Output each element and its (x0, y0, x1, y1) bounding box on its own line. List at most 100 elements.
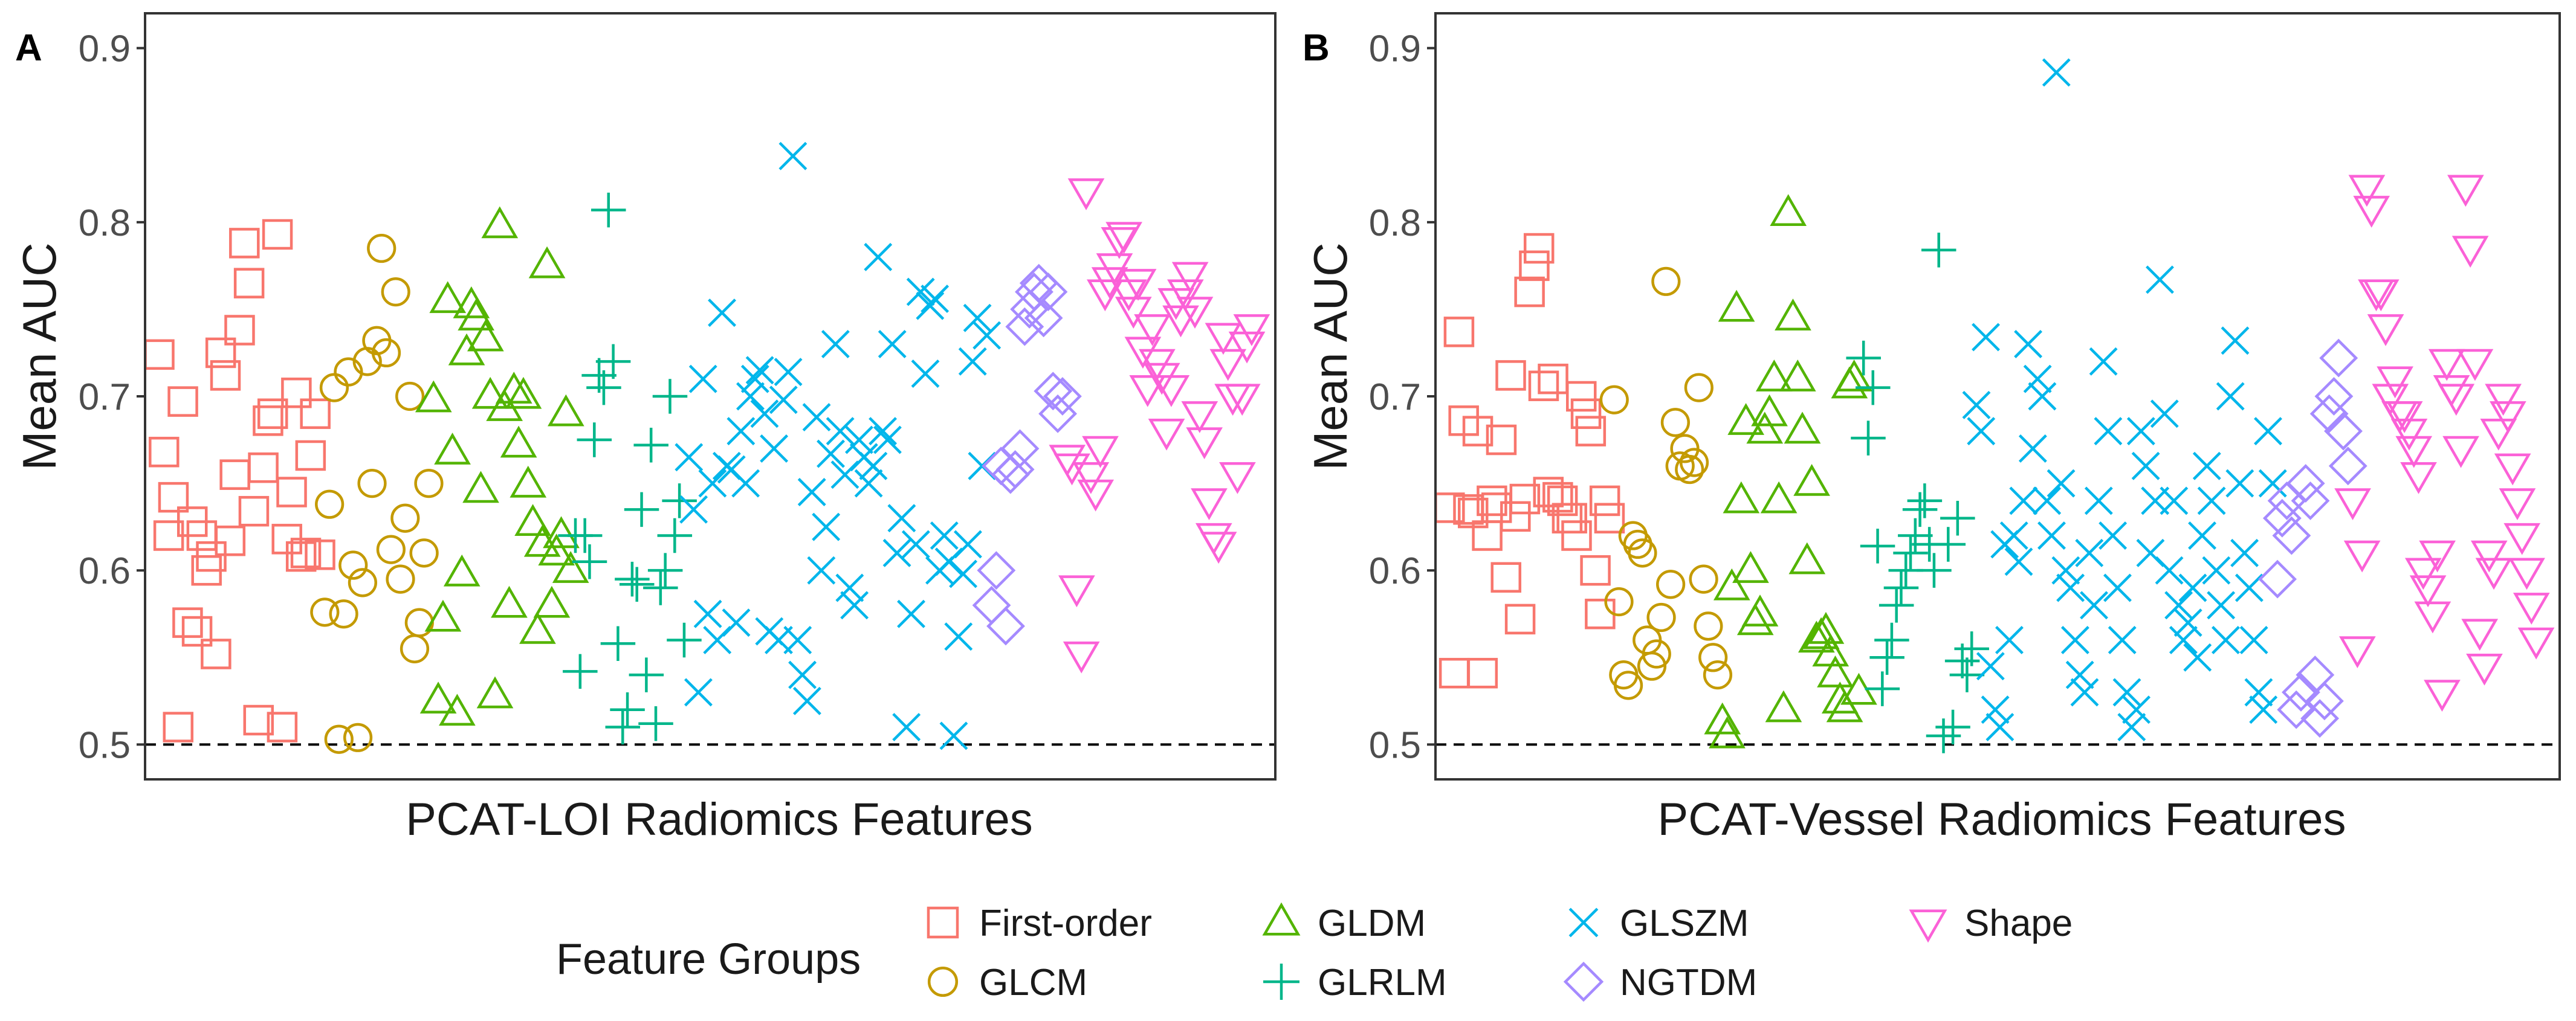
panel-a-point-glszm (953, 530, 982, 559)
panel-b-point-glszm (2099, 521, 2128, 550)
panel-b-point-first-order (1570, 398, 1602, 430)
panel-b-point-glszm (2037, 521, 2066, 550)
panel-b-point-glszm (2216, 382, 2245, 411)
panel-a-point-gldm (439, 694, 476, 726)
panel-b-point-gldm (1741, 594, 1779, 626)
panel-a-point-glcm (357, 468, 387, 498)
panel-b-point-glszm (2188, 521, 2216, 550)
panel-a-point-glszm (817, 439, 845, 468)
panel-a-point-glcm (329, 599, 358, 629)
panel-a-point-glszm (835, 573, 864, 602)
panel-b-point-gldm (1836, 359, 1872, 391)
panel-b-point-gldm (1746, 411, 1784, 444)
panel-b-point-shape (2419, 540, 2456, 573)
panel-b-point-ngtdm (2324, 411, 2363, 451)
panel-a-point-shape (1162, 305, 1199, 338)
panel-b-point-glcm (1651, 266, 1681, 296)
panel-a-y-tick-label: 0.8 (79, 202, 131, 244)
panel-a-point-first-order (243, 704, 274, 736)
legend-label-first-order: First-order (979, 903, 1152, 944)
panel-a-point-gldm (434, 433, 471, 465)
panel-a-point-glrlm (610, 692, 645, 727)
panel-b-point-glcm (1646, 602, 1676, 633)
panel-a-point-glrlm (572, 544, 607, 579)
panel-a-point-glszm (887, 504, 916, 533)
panel-a-point-gldm (467, 319, 504, 352)
panel-b-point-glszm (2080, 591, 2108, 620)
panel-b-point-glrlm (1898, 518, 1933, 553)
panel-a-point-gldm (486, 389, 523, 421)
panel-b-point-ngtdm (2305, 681, 2344, 721)
panel-a-point-glrlm (633, 427, 668, 463)
panel-b-point-glszm (2014, 330, 2043, 358)
panel-b-point-glcm (1656, 570, 1686, 599)
panel-a-point-gldm (419, 681, 457, 713)
panel-a-point-glcm (390, 503, 420, 533)
panel-a-point-gldm (500, 425, 537, 458)
panel-a-point-glszm (783, 626, 812, 654)
panel-b-point-shape (2362, 279, 2400, 312)
panel-b-point-ngtdm (2291, 481, 2330, 520)
panel-b-point-first-order (1589, 485, 1620, 517)
panel-b-point-first-order (1519, 250, 1550, 282)
panel-b-point-ngtdm (2314, 377, 2354, 416)
panel-a-point-first-order (229, 228, 260, 259)
panel-b-point-ngtdm (2258, 559, 2297, 599)
panel-a-point-glcm (386, 564, 415, 594)
panel-a-point-shape (1053, 453, 1090, 486)
panel-a-point-glszm (731, 469, 760, 498)
panel-b-point-glrlm (1907, 483, 1943, 518)
panel-b-point-glszm (2131, 451, 2160, 480)
panel-b-point-glszm (2028, 382, 2057, 411)
panel-b-point-glrlm (1926, 718, 1961, 753)
panel-b-point-glszm (1976, 652, 2005, 681)
panel-a-point-glrlm (657, 518, 693, 553)
panel-b-point-first-order (1580, 555, 1611, 586)
legend-key-first-order (927, 906, 959, 939)
panel-b-point-first-order (1556, 503, 1587, 533)
panel-b-point-glszm (2230, 538, 2259, 567)
panel-b-point-glcm (1684, 373, 1714, 402)
legend-key-glcm (927, 966, 959, 997)
panel-a-point-glszm (812, 512, 841, 541)
panel-b-point-shape (2485, 384, 2522, 416)
panel-b-point-first-order (1528, 370, 1559, 401)
panel-b-point-glszm (2089, 347, 2118, 376)
panel-a-point-shape (1134, 314, 1171, 346)
panel-b-point-glszm (2235, 573, 2264, 602)
panel-a-point-ngtdm (986, 607, 1025, 646)
panel-a-point-glszm (845, 425, 873, 454)
panel-a-point-shape (1115, 297, 1152, 329)
panel-a-point-glszm (693, 599, 722, 628)
panel-b-point-glszm (2258, 469, 2287, 498)
panel-a-point-gldm (415, 380, 452, 413)
panel-a-point-first-order (295, 440, 326, 471)
panel-b-point-shape (2461, 619, 2499, 651)
panel-b-point-shape (2395, 436, 2433, 468)
panel-b-point-shape (2339, 636, 2376, 668)
panel-b-point-shape (2367, 314, 2404, 346)
panel-a-point-shape (1191, 488, 1228, 521)
panel-b-point-glszm (2239, 626, 2268, 654)
panel-b-point-gldm (1802, 617, 1840, 649)
panel-a-point-glszm (878, 330, 907, 358)
panel-a-point-glcm (371, 338, 401, 368)
panel-a-point-shape (1148, 418, 1185, 451)
panel-a-point-glszm (972, 321, 1002, 350)
panel-b-point-glrlm (1865, 671, 1900, 706)
panel-b-point-first-order (1462, 416, 1493, 446)
panel-b-point-shape (2400, 462, 2437, 494)
panel-a-point-glrlm (567, 518, 603, 553)
panel-b-point-glrlm (1893, 535, 1928, 571)
panel-b-point-glszm (2004, 547, 2033, 576)
legend-key-glrlm (1263, 964, 1299, 1000)
panel-a-point-glcm (409, 538, 439, 568)
panel-b-point-glrlm (1846, 340, 1881, 376)
panel-a-point-glszm (869, 417, 898, 446)
panel-b-point-shape (2508, 558, 2545, 590)
panel-b-point-gldm (1709, 716, 1746, 749)
panel-a-point-glszm (778, 141, 807, 170)
panel-b-point-first-order (1509, 483, 1541, 515)
panel-b-point-glszm (2047, 469, 2076, 498)
panel-a-point-shape (1181, 401, 1218, 433)
